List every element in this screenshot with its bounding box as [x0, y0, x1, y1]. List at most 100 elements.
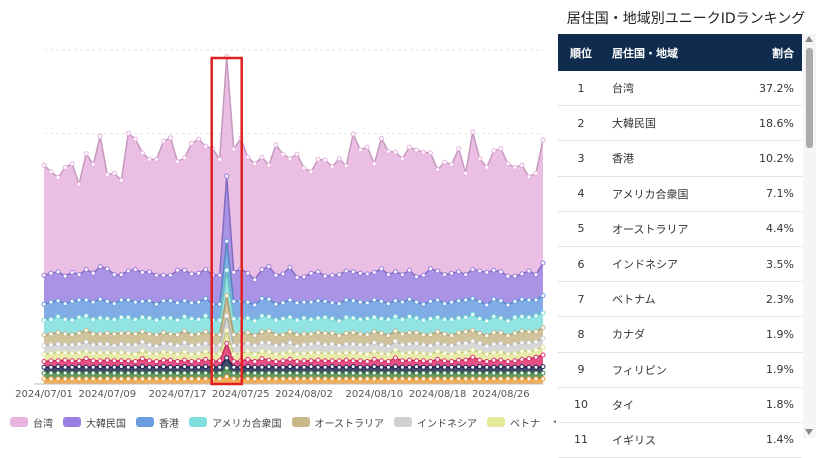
data-point	[69, 351, 75, 357]
data-point	[477, 370, 483, 376]
data-point	[111, 376, 117, 382]
data-point	[315, 269, 321, 275]
data-point	[154, 301, 159, 307]
data-point	[336, 343, 342, 349]
legend-prev-icon[interactable]: ◀	[553, 417, 556, 427]
data-point	[189, 300, 195, 306]
legend-item[interactable]: 台湾	[10, 415, 53, 430]
data-point	[301, 370, 307, 376]
data-point	[139, 376, 145, 382]
ranking-row[interactable]: 10 タイ 1.8%	[558, 387, 802, 423]
data-point	[308, 317, 314, 322]
data-point	[259, 356, 265, 362]
data-point	[69, 269, 75, 275]
data-point	[315, 330, 321, 336]
legend-item[interactable]: インドネシア	[394, 415, 477, 430]
rank-cell: 7	[558, 281, 604, 318]
ranking-row[interactable]: 5 オーストラリア 4.4%	[558, 211, 802, 247]
data-point	[104, 350, 110, 356]
region-cell: 大韓民国	[604, 105, 723, 142]
data-point	[449, 370, 455, 376]
data-point	[428, 351, 433, 357]
data-point	[428, 316, 433, 322]
data-point	[463, 329, 469, 335]
legend-item[interactable]: オーストラリア	[291, 415, 384, 430]
stacked-area-chart[interactable]: 2024/07/01 2024/07/09 2024/07/17 2024/07/25…	[0, 0, 556, 412]
data-point	[540, 260, 546, 266]
data-point	[280, 351, 286, 357]
data-point	[470, 312, 476, 317]
data-point	[435, 167, 441, 173]
data-point	[533, 313, 539, 319]
x-tick-label: 2024/07/09	[78, 389, 136, 400]
data-point	[245, 348, 251, 354]
data-point	[392, 355, 398, 361]
data-point	[154, 343, 159, 349]
ranking-row[interactable]: 9 フィリピン 1.9%	[558, 352, 802, 388]
data-point	[175, 267, 180, 273]
data-point	[55, 364, 61, 370]
data-point	[308, 350, 314, 356]
share-cell: 10.2%	[723, 140, 802, 177]
data-point	[378, 330, 384, 336]
data-point	[456, 330, 462, 336]
ranking-row[interactable]: 11 イギリス 1.4%	[558, 422, 802, 458]
ranking-row[interactable]: 7 ベトナム 2.3%	[558, 281, 802, 318]
data-point	[273, 332, 279, 338]
legend-item[interactable]: ベトナ	[487, 415, 540, 430]
data-point	[41, 343, 47, 349]
data-point	[245, 340, 251, 346]
data-point	[161, 357, 166, 363]
data-point	[259, 370, 265, 376]
data-point	[315, 156, 321, 162]
data-point	[118, 341, 124, 347]
scroll-up-arrow-icon[interactable]	[805, 36, 813, 42]
data-point	[435, 297, 441, 303]
data-point	[343, 268, 349, 274]
data-point	[428, 359, 433, 364]
data-point	[168, 331, 173, 337]
data-point	[449, 299, 455, 305]
table-scrollbar[interactable]	[803, 34, 816, 438]
data-point	[519, 340, 525, 346]
legend-pagination: ◀1/10▶	[550, 417, 556, 427]
ranking-row[interactable]: 6 インドネシア 3.5%	[558, 246, 802, 283]
scroll-down-arrow-icon[interactable]	[805, 429, 813, 435]
legend-item[interactable]: 大韓民国	[63, 415, 126, 430]
legend-item[interactable]: 香港	[136, 415, 179, 430]
ranking-row[interactable]: 2 大韓民国 18.6%	[558, 105, 802, 142]
data-point	[484, 318, 490, 324]
ranking-table-header: 順位 居住国・地域 割合	[558, 34, 802, 71]
data-point	[428, 266, 433, 272]
data-point	[83, 356, 89, 362]
scroll-thumb[interactable]	[806, 48, 813, 148]
data-point	[231, 316, 237, 322]
data-point	[259, 154, 265, 160]
ranking-row[interactable]: 3 香港 10.2%	[558, 140, 802, 177]
ranking-row[interactable]: 1 台湾 37.2%	[558, 71, 802, 107]
ranking-row[interactable]: 8 カナダ 1.9%	[558, 316, 802, 353]
data-point	[97, 370, 103, 376]
data-point	[484, 359, 490, 364]
data-point	[245, 154, 251, 160]
legend-item[interactable]: アメリカ合衆国	[189, 415, 282, 430]
data-point	[83, 364, 89, 370]
data-point	[343, 364, 349, 370]
data-point	[449, 376, 455, 382]
data-point	[477, 268, 483, 274]
data-point	[421, 370, 426, 376]
header-region[interactable]: 居住国・地域	[612, 46, 678, 60]
data-point	[378, 298, 384, 304]
data-point	[512, 330, 518, 336]
data-point	[203, 267, 209, 272]
data-point	[449, 364, 455, 370]
header-share[interactable]: 割合	[772, 46, 794, 60]
data-point	[456, 340, 462, 346]
data-point	[48, 331, 54, 337]
data-point	[83, 327, 89, 333]
data-point	[168, 135, 173, 141]
data-point	[48, 364, 54, 370]
header-rank[interactable]: 順位	[570, 46, 592, 60]
data-point	[371, 340, 377, 346]
ranking-row[interactable]: 4 アメリカ合衆国 7.1%	[558, 176, 802, 212]
